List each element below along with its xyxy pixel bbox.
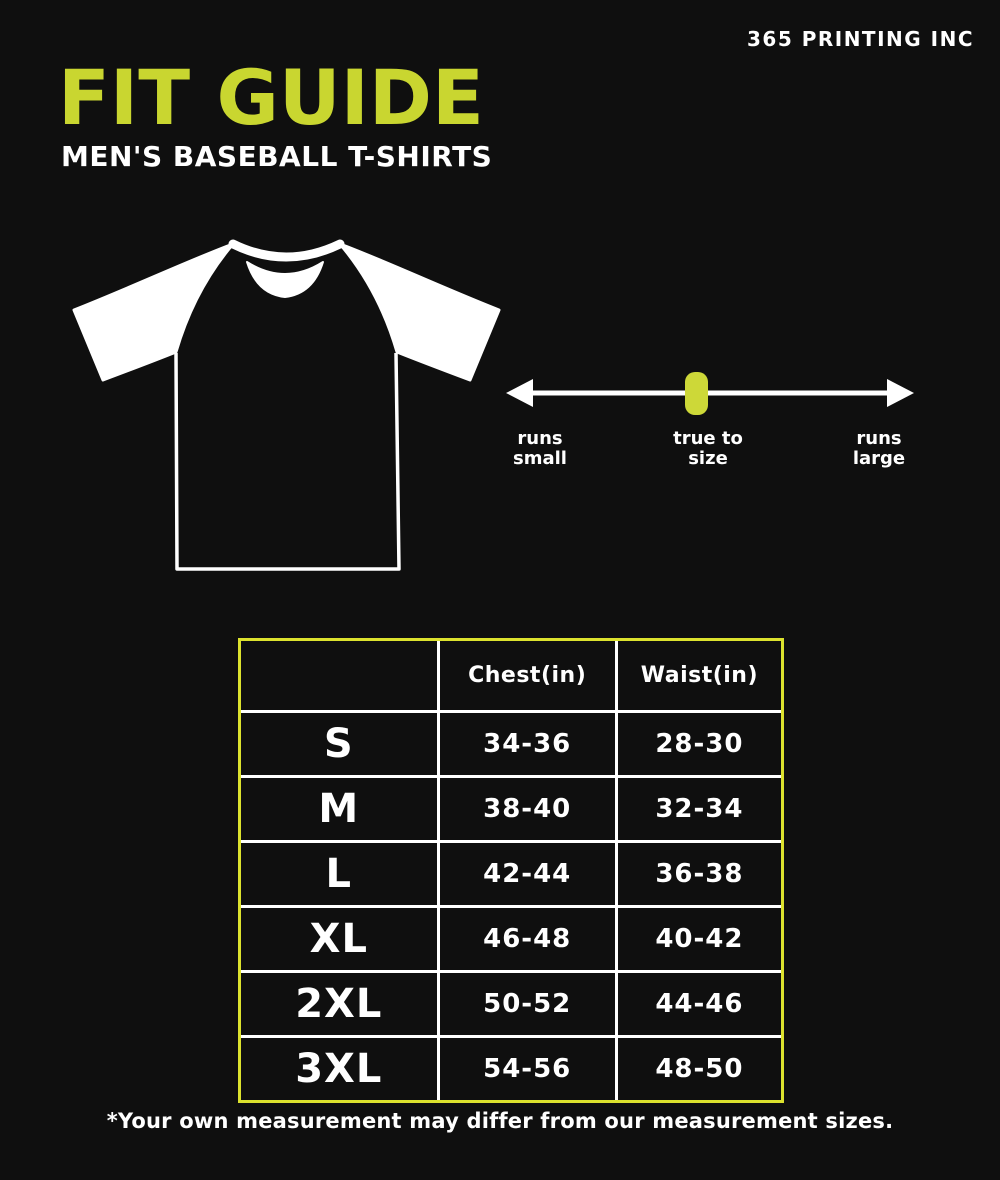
size-label: 2XL [241, 970, 440, 1039]
fit-scale-label-true-to-size: true to size [673, 428, 743, 469]
table-header-row: Chest(in) Waist(in) [241, 641, 781, 713]
size-label: XL [241, 904, 440, 974]
chest-value: 42-44 [436, 839, 618, 908]
page-subtitle: MEN'S BASEBALL T-SHIRTS [61, 140, 493, 173]
waist-value: 36-38 [614, 839, 781, 908]
chest-value: 34-36 [436, 709, 618, 778]
chest-value: 38-40 [436, 774, 618, 843]
table-row: XL 46-48 40-42 [241, 904, 781, 974]
waist-value: 28-30 [614, 709, 781, 778]
chest-value: 50-52 [436, 970, 618, 1039]
fit-scale-arrow [506, 372, 914, 415]
fit-scale-label-runs-large: runs large [852, 428, 906, 469]
waist-value: 40-42 [614, 904, 781, 974]
size-label: M [241, 774, 440, 843]
header-size [241, 641, 440, 713]
fit-marker [685, 372, 708, 415]
table-row: S 34-36 28-30 [241, 709, 781, 778]
waist-value: 44-46 [614, 970, 781, 1039]
size-label: 3XL [241, 1035, 440, 1100]
table-row: 3XL 54-56 48-50 [241, 1035, 781, 1100]
arrow-left-icon [506, 379, 533, 407]
chest-value: 54-56 [436, 1035, 618, 1100]
fit-scale-label-runs-small: runs small [513, 428, 567, 469]
size-label: L [241, 839, 440, 908]
baseball-tshirt-icon [72, 239, 501, 571]
waist-value: 48-50 [614, 1035, 781, 1100]
size-label: S [241, 709, 440, 778]
table-row: M 38-40 32-34 [241, 774, 781, 843]
measurement-footnote: *Your own measurement may differ from ou… [106, 1109, 894, 1133]
table-row: L 42-44 36-38 [241, 839, 781, 908]
arrow-right-icon [887, 379, 914, 407]
waist-value: 32-34 [614, 774, 781, 843]
page-title: FIT GUIDE [58, 53, 484, 142]
brand-text: 365 PRINTING INC [746, 27, 974, 51]
table-row: 2XL 50-52 44-46 [241, 970, 781, 1039]
header-waist: Waist(in) [614, 641, 781, 713]
header-chest: Chest(in) [436, 641, 618, 713]
chest-value: 46-48 [436, 904, 618, 974]
size-table: Chest(in) Waist(in) S 34-36 28-30 M 38-4… [238, 638, 784, 1103]
